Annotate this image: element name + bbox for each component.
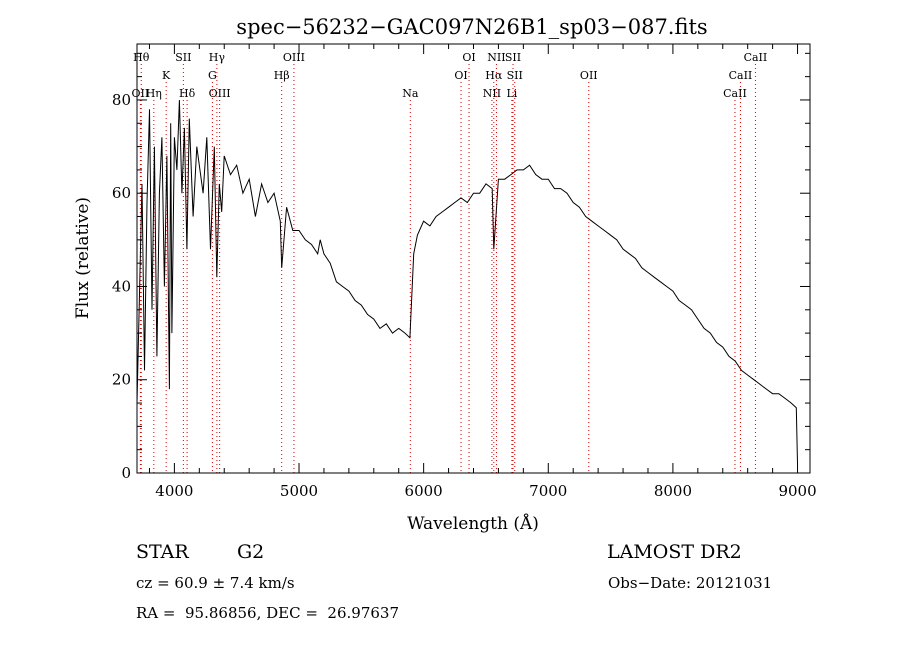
- y-tick-label: 80: [112, 91, 131, 109]
- spectrum-line: [136, 99, 798, 464]
- x-axis-label: Wavelength (Å): [407, 513, 539, 534]
- chart-title: spec−56232−GAC097N26B1_sp03−087.fits: [236, 15, 707, 39]
- line-marker-label: OI: [462, 51, 475, 64]
- x-tick-label: 9000: [778, 482, 816, 500]
- line-marker-label: NII: [483, 87, 501, 100]
- line-marker-label: Li: [506, 87, 517, 100]
- line-marker-label: Hγ: [209, 51, 226, 64]
- line-marker-label: CaII: [729, 69, 753, 82]
- obs-date: Obs−Date: 20121031: [608, 574, 773, 592]
- x-tick-label: 7000: [529, 482, 567, 500]
- redshift-value: cz = 60.9 ± 7.4 km/s: [136, 574, 295, 592]
- line-marker-label: Hα: [485, 69, 503, 82]
- line-marker-label: Hβ: [274, 69, 290, 82]
- line-marker-label: SII: [507, 69, 523, 82]
- line-marker-label: G: [208, 69, 217, 82]
- object-type: STAR: [136, 541, 189, 563]
- line-marker-label: OI: [454, 69, 467, 82]
- plot-frame: [136, 43, 811, 474]
- y-axis: 0 20 40 60 80: [112, 52, 810, 482]
- x-tick-label: 6000: [405, 482, 443, 500]
- line-marker-label: Hδ: [179, 87, 196, 100]
- y-tick-label: 40: [112, 277, 131, 295]
- line-marker-label: OII: [132, 87, 150, 100]
- x-tick-label: 8000: [654, 482, 692, 500]
- y-tick-label: 60: [112, 184, 131, 202]
- y-tick-label: 0: [121, 464, 131, 482]
- line-marker-label: SII: [505, 51, 521, 64]
- survey-name: LAMOST DR2: [607, 541, 742, 563]
- line-marker-label: NII: [487, 51, 505, 64]
- line-marker-label: K: [162, 69, 171, 82]
- line-marker-label: SII: [175, 51, 191, 64]
- coordinates: RA = 95.86856, DEC = 26.97637: [136, 604, 400, 622]
- line-marker-label: CaII: [744, 51, 768, 64]
- line-marker-label: OIII: [209, 87, 231, 100]
- y-tick-label: 20: [112, 371, 131, 389]
- line-marker-label: Hη: [146, 87, 162, 100]
- x-tick-label: 5000: [280, 482, 318, 500]
- spectral-subclass: G2: [237, 541, 265, 563]
- x-axis: 4000 5000 6000 7000 8000 9000: [148, 44, 817, 500]
- line-marker-label: Na: [402, 87, 419, 100]
- line-marker-label: CaII: [723, 87, 747, 100]
- x-tick-label: 4000: [155, 482, 193, 500]
- line-marker-label: OIII: [283, 51, 305, 64]
- line-marker-label: OII: [580, 69, 598, 82]
- y-axis-label: Flux (relative): [73, 197, 93, 319]
